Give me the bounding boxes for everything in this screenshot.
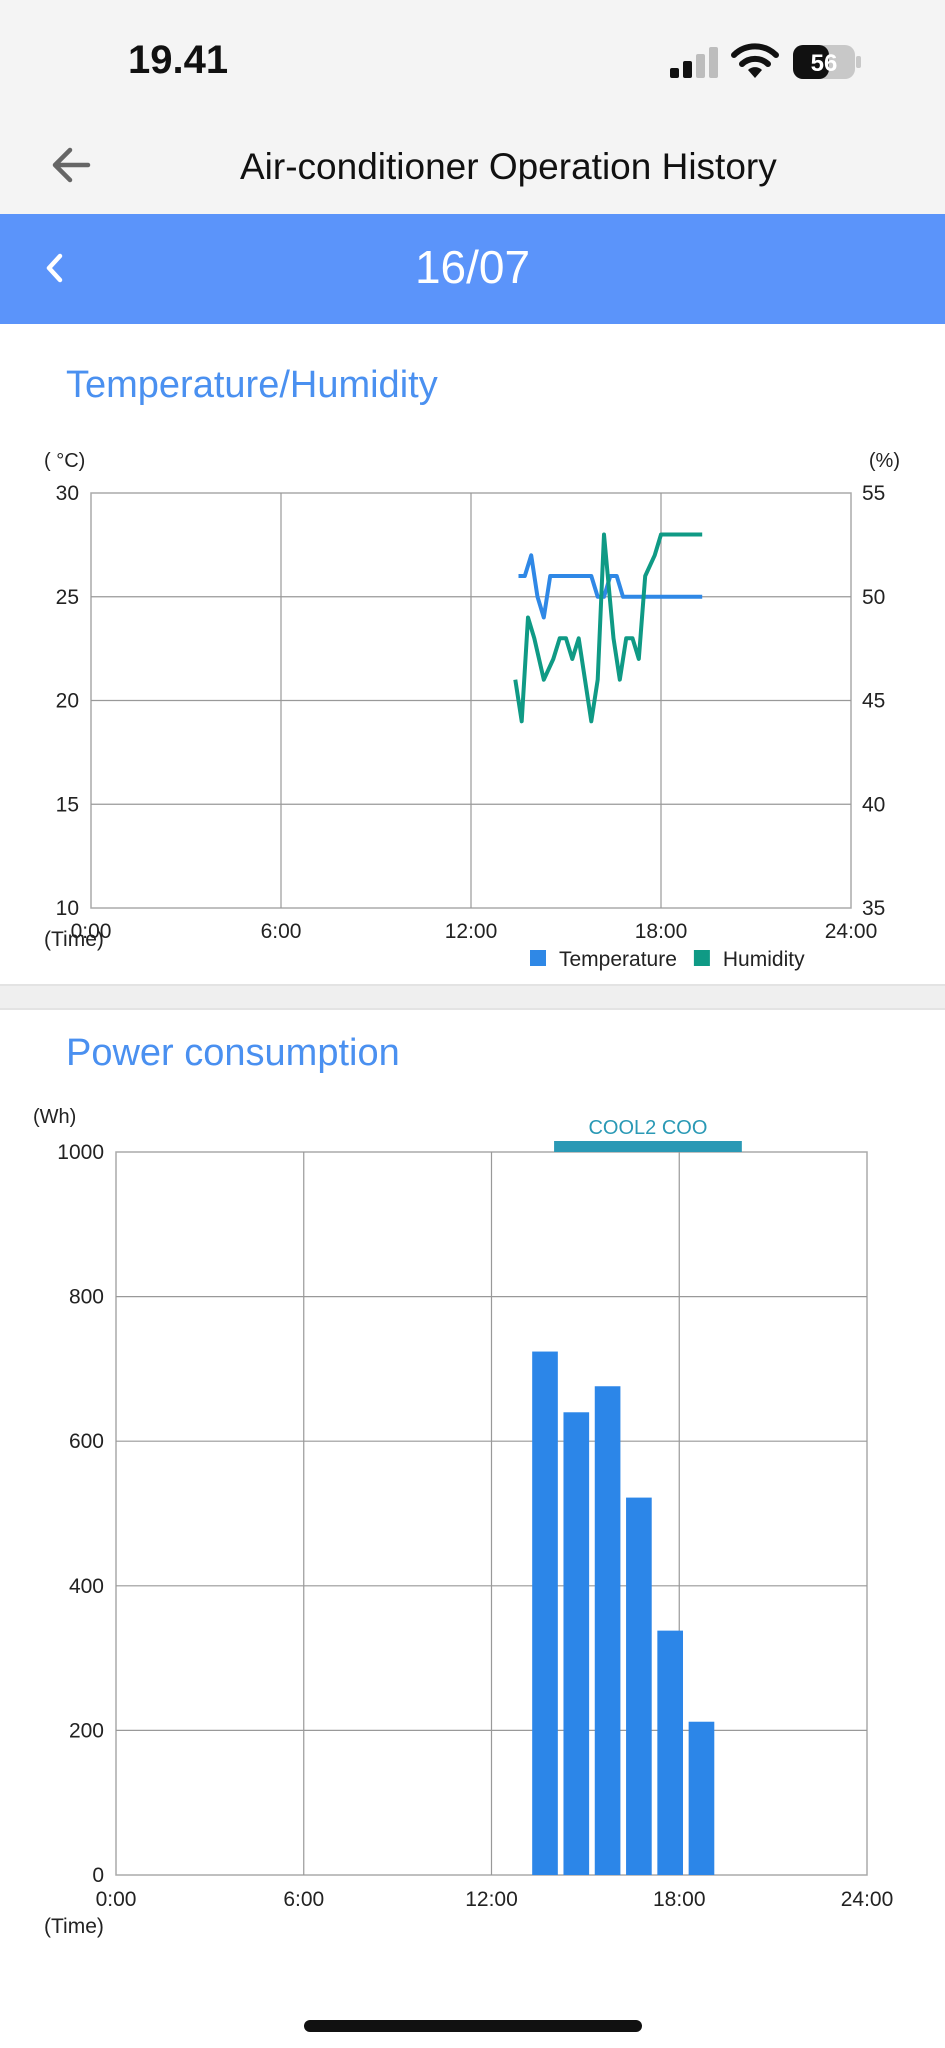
- temperature-humidity-title: Temperature/Humidity: [66, 364, 438, 406]
- status-time: 19.41: [128, 38, 229, 82]
- y-axis-tick-label: 0: [92, 1864, 104, 1887]
- right-axis-tick-label: 55: [862, 482, 885, 505]
- power-consumption-chart: 1000 800 600 400 200 00:00 6:00 12:00 18:00 24:00…: [33, 1106, 894, 1938]
- power-bar: [563, 1412, 590, 1875]
- x-axis-tick-label: 0:00: [71, 920, 112, 943]
- date-bar: [0, 214, 945, 324]
- right-axis-unit-label: (%): [869, 450, 900, 472]
- power-bar: [532, 1351, 558, 1875]
- left-axis-tick-label: 15: [56, 793, 79, 816]
- wifi-icon: [731, 43, 779, 78]
- right-axis-tick-label: 35: [862, 897, 885, 920]
- left-axis-tick-label: 10: [56, 897, 79, 920]
- y-axis-tick-label: 400: [69, 1575, 104, 1598]
- x-axis-tick-label: 18:00: [653, 1888, 706, 1911]
- left-axis-tick-label: 30: [56, 482, 79, 505]
- left-axis-tick-label: 25: [56, 586, 79, 609]
- legend-swatch-humidity: [693, 950, 710, 966]
- status-bar: [0, 0, 945, 120]
- temperature-line: [518, 553, 703, 620]
- right-axis-tick-label: 50: [862, 586, 885, 609]
- legend-swatch-temperature: [530, 950, 546, 966]
- battery-level: 56: [811, 50, 838, 77]
- y-axis-tick-label: 1000: [57, 1141, 104, 1164]
- section-divider: [0, 984, 945, 1010]
- y-axis-unit-label: (Wh): [33, 1106, 76, 1128]
- home-indicator: [304, 2020, 642, 2032]
- x-axis-tick-label: 24:00: [825, 920, 878, 943]
- power-consumption-title: Power consumption: [66, 1032, 400, 1074]
- temperature-humidity-chart: 30 25 20 15 10 55 50 45 40 35 0:00 6:00 12:00 18:00 24…: [44, 450, 900, 971]
- x-axis-tick-label: 12:00: [465, 1888, 518, 1911]
- left-axis-unit-label: ( °C): [44, 450, 85, 472]
- x-axis-unit-label: (Time): [44, 1915, 104, 1938]
- power-bar: [594, 1386, 621, 1875]
- back-arrow-icon[interactable]: [48, 142, 94, 188]
- x-axis-tick-label: 24:00: [841, 1888, 894, 1911]
- cellular-signal-icon: [670, 47, 718, 78]
- battery-icon: 56: [793, 45, 861, 79]
- right-axis-tick-label: 40: [862, 793, 885, 816]
- x-axis-tick-label: 6:00: [261, 920, 302, 943]
- title-bar: [0, 120, 945, 214]
- y-axis-tick-label: 200: [69, 1719, 104, 1742]
- power-bar: [657, 1630, 684, 1875]
- y-axis-tick-label: 800: [69, 1286, 104, 1309]
- legend-label-temperature: Temperature: [559, 948, 677, 971]
- right-axis-tick-label: 45: [862, 690, 885, 713]
- x-axis-tick-label: 18:00: [635, 920, 688, 943]
- x-axis-unit-label: (Time): [44, 928, 104, 951]
- legend-label-humidity: Humidity: [723, 948, 805, 971]
- power-bar: [688, 1721, 715, 1875]
- x-axis-tick-label: 6:00: [283, 1888, 324, 1911]
- operation-mode-band: [554, 1141, 742, 1152]
- power-bar: [626, 1497, 652, 1875]
- x-axis-tick-label: 0:00: [96, 1888, 137, 1911]
- x-axis-tick-label: 12:00: [445, 920, 498, 943]
- operation-mode-label: COOL2 COO: [588, 1117, 707, 1139]
- left-axis-tick-label: 20: [56, 690, 79, 713]
- y-axis-tick-label: 600: [69, 1430, 104, 1453]
- date-label: 16/07: [414, 241, 531, 293]
- humidity-line: [513, 532, 703, 724]
- previous-day-chevron-icon[interactable]: [40, 248, 70, 288]
- page-title: Air-conditioner Operation History: [240, 146, 777, 187]
